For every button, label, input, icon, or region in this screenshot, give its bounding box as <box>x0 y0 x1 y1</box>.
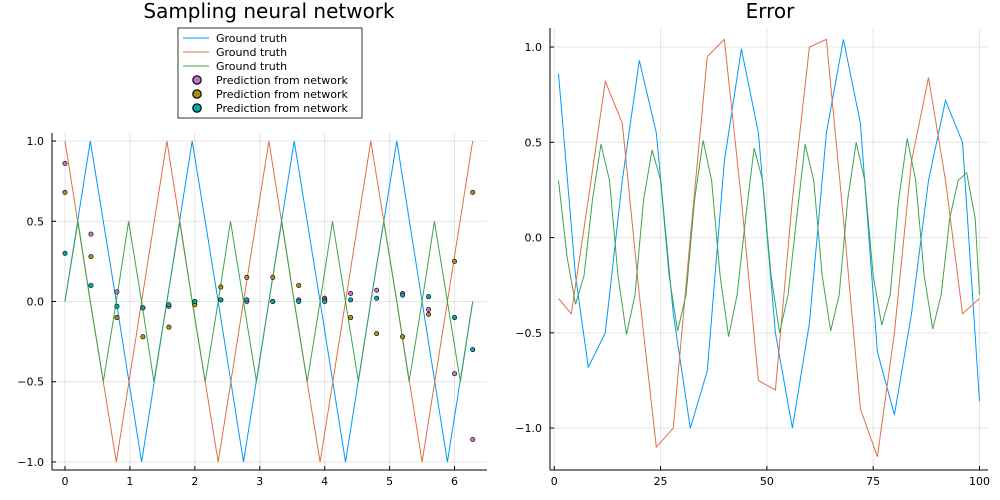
scatter-point-5 <box>88 254 94 260</box>
scatter-point-6 <box>348 297 354 303</box>
scatter-point-6 <box>62 250 68 256</box>
legend-point-marker <box>192 89 202 99</box>
y-tick-label: −1.0 <box>515 422 542 435</box>
scatter-point-5 <box>114 315 120 321</box>
legend-label: Prediction from network <box>216 102 349 115</box>
scatter-point-6 <box>140 305 146 311</box>
x-tick-label: 3 <box>256 475 263 488</box>
x-tick-label: 4 <box>321 475 328 488</box>
scatter-point-4 <box>452 371 458 377</box>
series-line-3 <box>64 221 474 382</box>
scatter-point-6 <box>426 294 432 300</box>
scatter-point-4 <box>114 289 120 295</box>
scatter-point-4 <box>348 290 354 296</box>
y-tick-label: 1.0 <box>27 135 45 148</box>
x-tick-label: 25 <box>654 475 668 488</box>
scatter-point-5 <box>166 324 172 330</box>
x-tick-label: 50 <box>760 475 774 488</box>
scatter-point-5 <box>400 334 406 340</box>
scatter-point-4 <box>88 231 94 237</box>
scatter-point-6 <box>296 298 302 304</box>
legend-label: Prediction from network <box>216 88 349 101</box>
scatter-point-6 <box>114 303 120 309</box>
legend-point-marker <box>192 75 202 85</box>
right-tick-labels: 0 25 50 75 100 −1.0 −0.5 0.0 0.5 1.0 <box>515 41 990 488</box>
x-tick-label: 75 <box>866 475 880 488</box>
scatter-point-6 <box>470 347 476 353</box>
x-tick-label: 6 <box>451 475 458 488</box>
left-panel: Sampling neural network 0 1 2 3 4 5 6−1.0−0.50… <box>17 0 487 488</box>
y-tick-label: −0.5 <box>17 376 44 389</box>
scatter-point-5 <box>62 189 68 195</box>
scatter-point-5 <box>140 334 146 340</box>
x-tick-label: 5 <box>386 475 393 488</box>
right-axes <box>549 28 988 471</box>
left-axes <box>51 133 487 471</box>
scatter-point-6 <box>192 298 198 304</box>
scatter-point-4 <box>374 287 380 293</box>
scatter-point-5 <box>244 274 250 280</box>
scatter-point-5 <box>270 274 276 280</box>
scatter-point-6 <box>452 315 458 321</box>
legend-label: Ground truth <box>216 60 287 73</box>
scatter-point-6 <box>400 292 406 298</box>
x-tick-label: 1 <box>126 475 133 488</box>
legend-point-marker <box>192 103 202 113</box>
legend-label: Ground truth <box>216 46 287 59</box>
y-tick-label: 0.0 <box>27 296 45 309</box>
y-tick-label: 1.0 <box>525 41 543 54</box>
right-series <box>558 38 980 457</box>
series-line-3 <box>558 138 980 337</box>
scatter-point-5 <box>452 258 458 264</box>
scatter-point-6 <box>322 298 328 304</box>
scatter-point-6 <box>270 298 276 304</box>
scatter-point-6 <box>88 282 94 288</box>
scatter-point-5 <box>426 311 432 317</box>
y-tick-label: 0.5 <box>27 215 45 228</box>
scatter-point-4 <box>470 437 476 443</box>
left-grid <box>52 133 487 470</box>
y-tick-label: 0.5 <box>525 136 543 149</box>
right-panel: Error 0 25 50 75 100 −1.0 −0.5 0.0 0.5 1.0 <box>515 0 990 488</box>
right-chart-title: Error <box>746 0 796 23</box>
x-tick-label: 100 <box>969 475 990 488</box>
scatter-point-6 <box>244 297 250 303</box>
y-tick-label: −1.0 <box>17 456 44 469</box>
scatter-point-4 <box>62 160 68 166</box>
left-chart-title: Sampling neural network <box>143 0 395 23</box>
y-tick-label: 0.0 <box>525 232 543 245</box>
scatter-point-5 <box>296 282 302 288</box>
scatter-point-6 <box>218 297 224 303</box>
y-tick-label: −0.5 <box>515 327 542 340</box>
left-tick-labels: 0 1 2 3 4 5 6 −1.0 −0.5 0.0 0.5 1.0 <box>17 135 458 488</box>
scatter-point-6 <box>374 295 380 301</box>
x-tick-label: 0 <box>61 475 68 488</box>
x-tick-label: 2 <box>191 475 198 488</box>
series-line-2 <box>558 38 980 457</box>
scatter-point-4 <box>426 307 432 313</box>
scatter-point-5 <box>470 189 476 195</box>
scatter-point-5 <box>348 315 354 321</box>
x-tick-label: 0 <box>551 475 558 488</box>
legend-label: Prediction from network <box>216 74 349 87</box>
scatter-point-5 <box>374 331 380 337</box>
left-series <box>62 140 476 463</box>
legend-label: Ground truth <box>216 32 287 45</box>
right-grid <box>550 28 988 470</box>
legend-box <box>177 27 363 119</box>
scatter-point-6 <box>166 302 172 308</box>
scatter-point-5 <box>218 284 224 290</box>
